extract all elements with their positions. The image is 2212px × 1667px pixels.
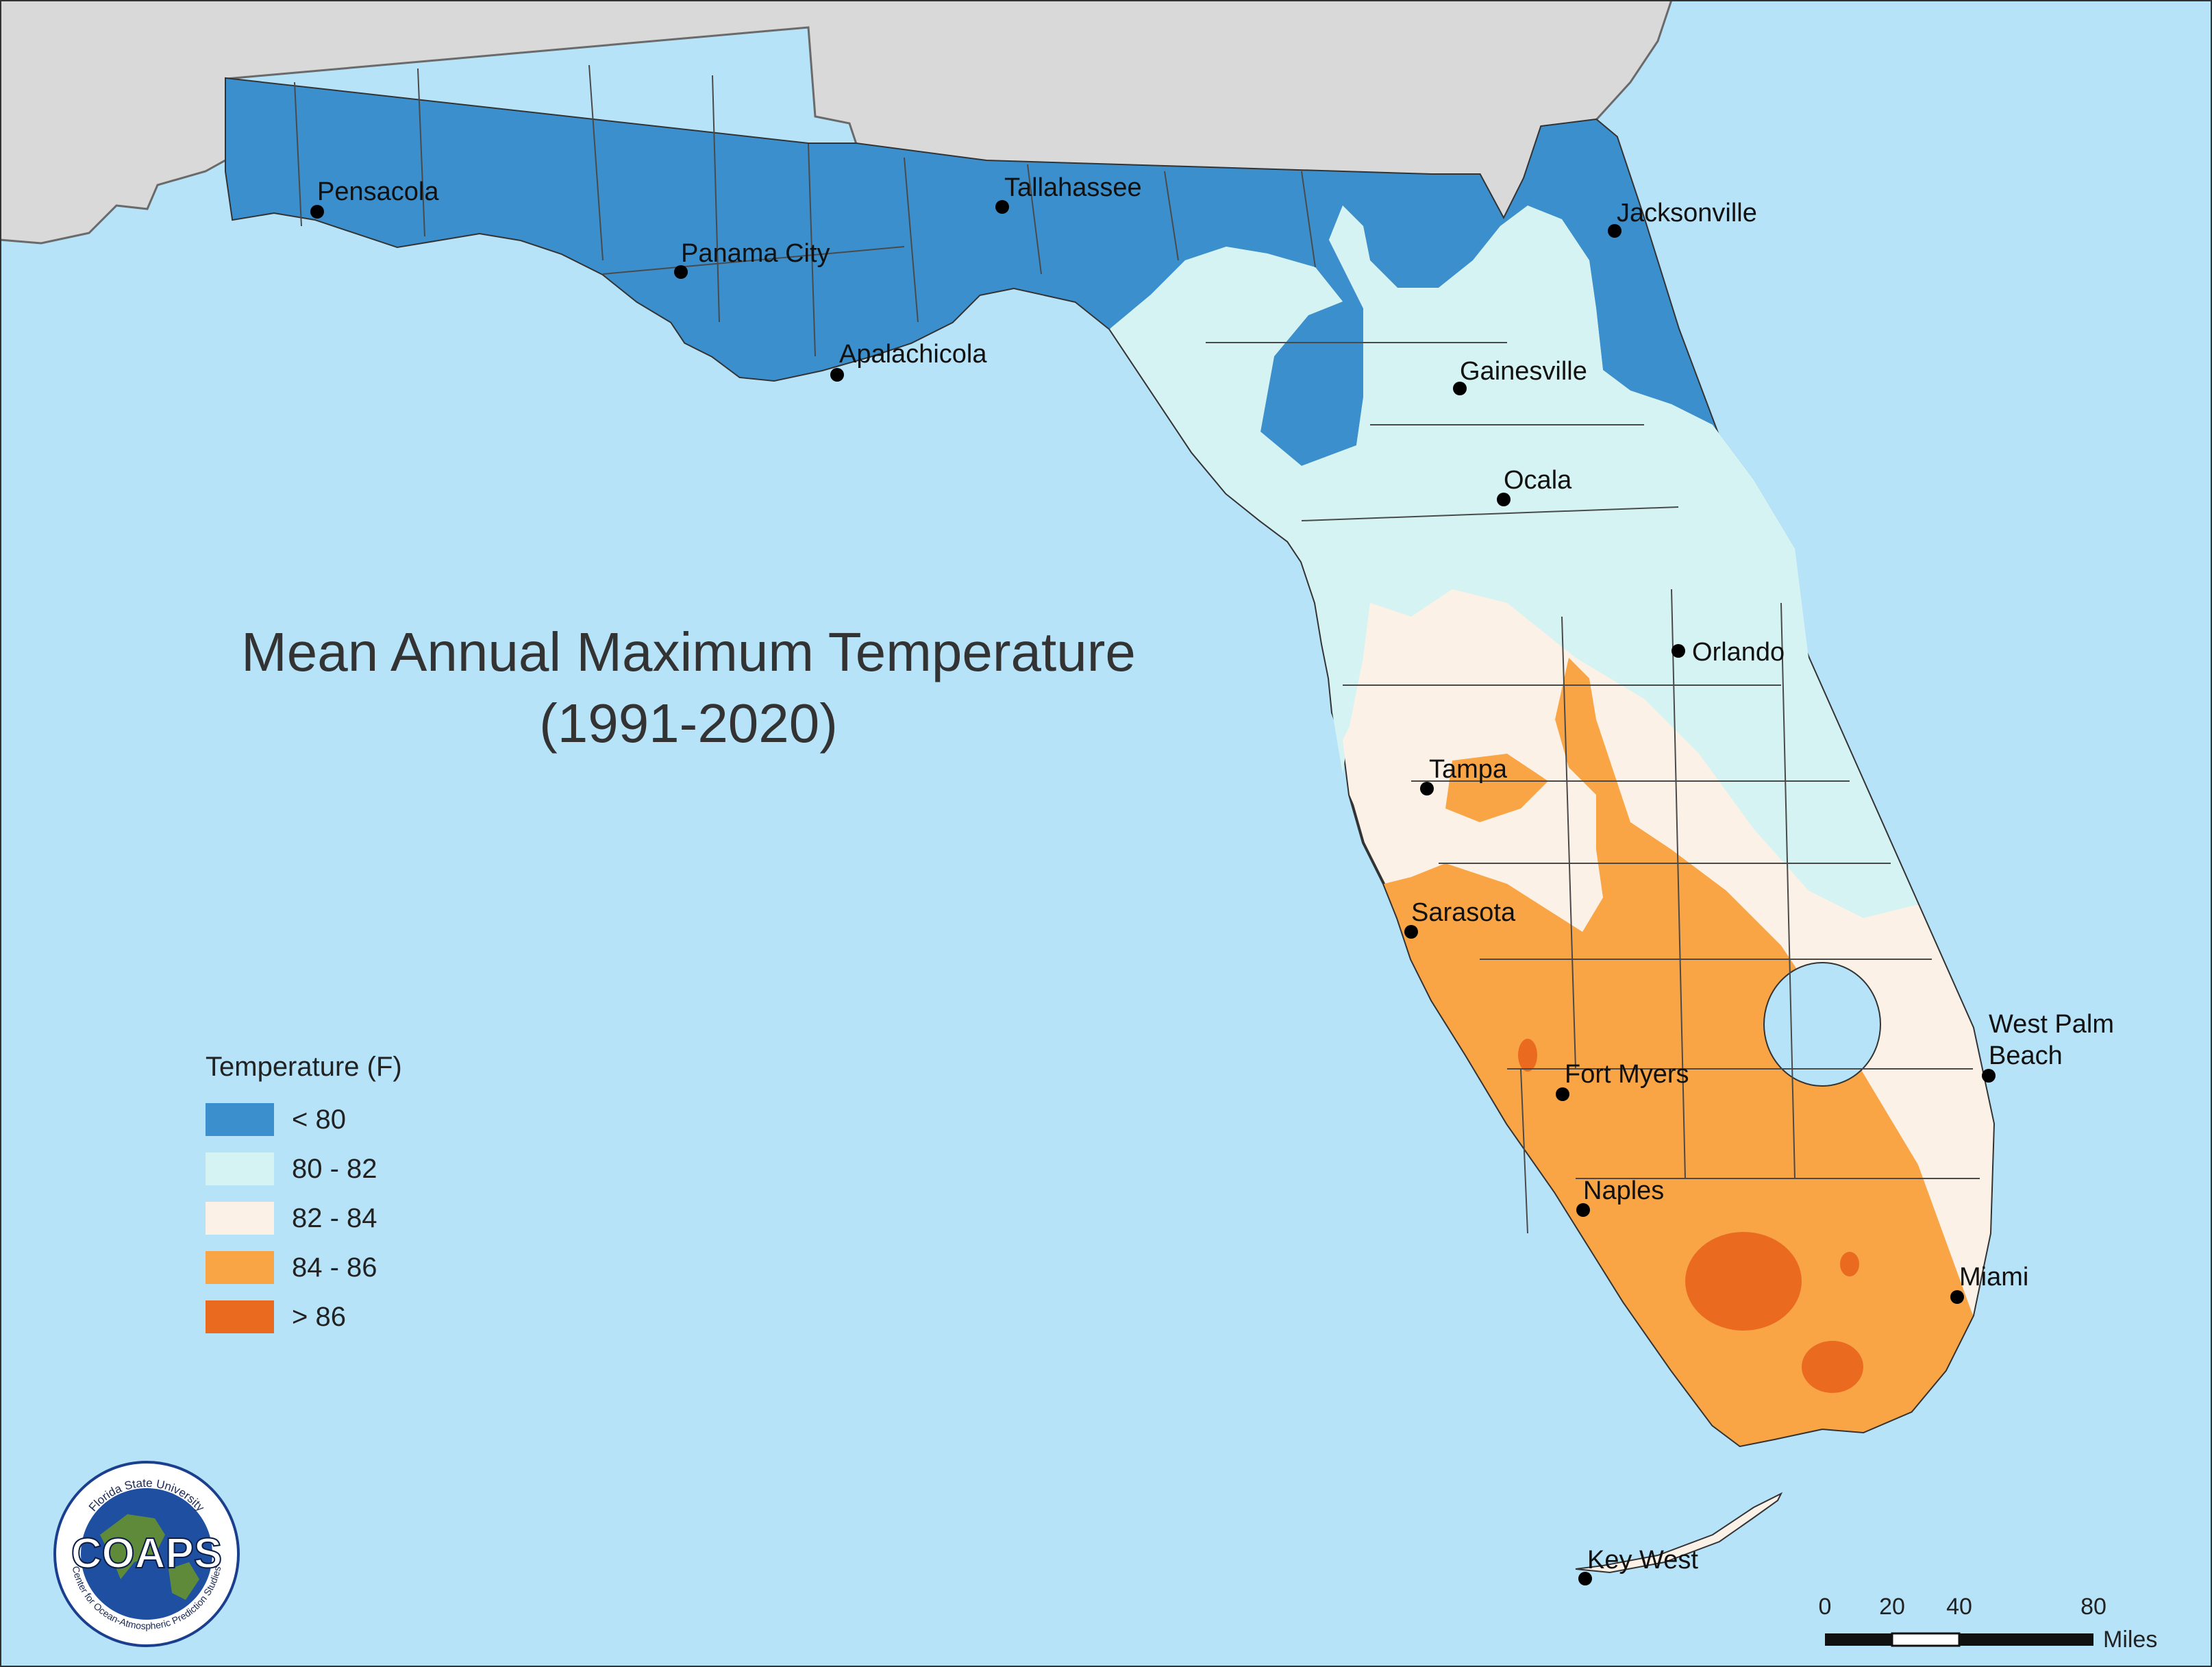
legend-item: 80 - 82 [206, 1144, 493, 1194]
hot-spot-big-cypress [1685, 1232, 1802, 1331]
city-marker-miami [1950, 1290, 1964, 1304]
city-marker-west-palm-beach [1982, 1069, 1996, 1083]
map-title-line2: (1991-2020) [539, 693, 838, 754]
logo-name: COAPS [71, 1530, 222, 1577]
city-marker-jacksonville [1608, 224, 1621, 238]
legend-label: 80 - 82 [292, 1153, 377, 1184]
map-title: Mean Annual Maximum Temperature (1991-20… [123, 617, 1254, 759]
city-label-tampa: Tampa [1429, 755, 1508, 784]
legend-label: 84 - 86 [292, 1252, 377, 1283]
city-marker-pensacola [310, 205, 324, 219]
city-label-key-west: Key West [1587, 1546, 1698, 1575]
city-label-jacksonville: Jacksonville [1617, 199, 1757, 227]
city-label-apalachicola: Apalachicola [839, 340, 987, 369]
city-labels: Pensacola Panama City Tallahassee Apalac… [317, 173, 2114, 1575]
city-marker-sarasota [1404, 925, 1418, 939]
city-label-pensacola: Pensacola [317, 177, 439, 206]
scale-bar: 0 20 40 80 Miles [1819, 1594, 2158, 1653]
city-label-panama-city: Panama City [681, 239, 830, 268]
scale-segment [1891, 1632, 1961, 1647]
lake-okeechobee [1763, 962, 1881, 1087]
city-label-miami: Miami [1959, 1263, 2028, 1292]
globe-continents-icon [100, 1514, 199, 1600]
hot-spot-miami-dade [1840, 1252, 1859, 1276]
scale-tick-0: 0 [1819, 1594, 1832, 1620]
city-marker-fort-myers [1556, 1087, 1569, 1101]
scale-unit: Miles [2103, 1627, 2157, 1653]
city-marker-apalachicola [830, 368, 844, 382]
zone-84-86 [1384, 658, 1973, 1446]
city-label-tallahassee: Tallahassee [1004, 173, 1142, 202]
legend-swatch [206, 1251, 274, 1284]
city-marker-panama-city [674, 265, 688, 279]
legend-item: > 86 [206, 1292, 493, 1342]
legend-swatch [206, 1152, 274, 1185]
scale-tick-40: 40 [1946, 1594, 1972, 1620]
legend-swatch [206, 1202, 274, 1235]
zone-below-80 [226, 79, 1795, 548]
legend-title: Temperature (F) [206, 1052, 402, 1082]
city-marker-orlando [1672, 644, 1685, 658]
legend-item: 82 - 84 [206, 1194, 493, 1243]
city-marker-ocala [1497, 493, 1511, 506]
coaps-logo: Florida State University COAPS Center fo… [53, 1461, 240, 1647]
legend-item: < 80 [206, 1095, 493, 1144]
city-marker-tallahassee [995, 200, 1009, 214]
florida-keys [1575, 1492, 1783, 1574]
city-label-ocala: Ocala [1504, 466, 1572, 495]
city-label-orlando: Orlando [1692, 638, 1785, 667]
legend-swatch [206, 1300, 274, 1333]
zone-80-82 [1110, 206, 1918, 918]
legend-swatch [206, 1103, 274, 1136]
city-marker-gainesville [1453, 382, 1467, 395]
city-label-west-palm: West Palm [1989, 1010, 2114, 1039]
legend-label: 82 - 84 [292, 1202, 377, 1233]
city-marker-tampa [1420, 782, 1434, 795]
hot-spot-everglades [1802, 1341, 1863, 1393]
city-label-sarasota: Sarasota [1411, 898, 1516, 927]
scale-tick-20: 20 [1879, 1594, 1905, 1620]
county-boundaries [294, 64, 1980, 1234]
legend-item: 84 - 86 [206, 1243, 493, 1292]
map-title-line1: Mean Annual Maximum Temperature [241, 621, 1136, 682]
hot-spot-charlotte [1518, 1039, 1537, 1072]
city-label-beach: Beach [1989, 1041, 2063, 1070]
city-label-gainesville: Gainesville [1460, 357, 1587, 386]
scale-segment [1959, 1633, 2093, 1646]
legend: Temperature (F) < 80 80 - 82 82 - 84 84 … [206, 1052, 493, 1342]
legend-label: > 86 [292, 1301, 346, 1332]
city-marker-key-west [1578, 1572, 1592, 1585]
city-label-naples: Naples [1583, 1176, 1664, 1205]
scale-tick-80: 80 [2080, 1594, 2107, 1620]
city-marker-naples [1576, 1203, 1590, 1217]
scale-segment [1825, 1633, 1892, 1646]
city-markers [310, 200, 1996, 1585]
legend-label: < 80 [292, 1104, 346, 1135]
city-label-fort-myers: Fort Myers [1565, 1060, 1689, 1089]
